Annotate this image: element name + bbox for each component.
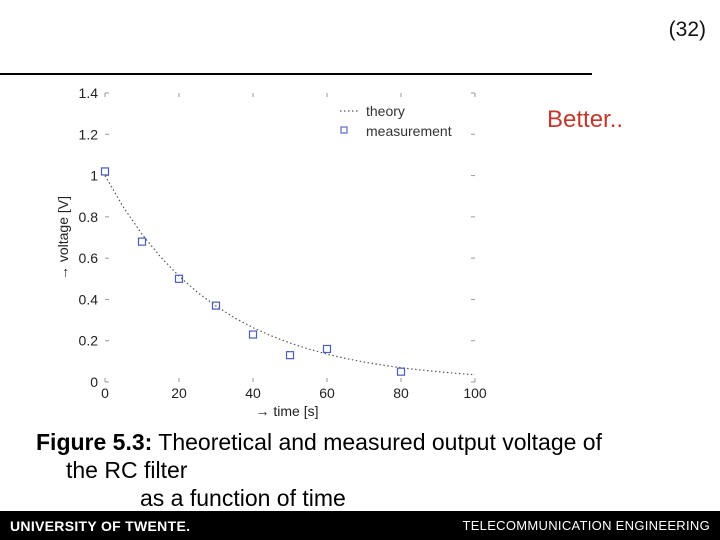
measurement-point: [396, 367, 406, 376]
caption-line-2: the RC filter: [66, 457, 188, 483]
x-tick-label: 20: [171, 385, 187, 401]
x-tick-label: 60: [319, 385, 335, 401]
measurement-point: [174, 274, 184, 283]
y-tick-label: 1.4: [79, 85, 99, 101]
caption-line-3: as a function of time: [140, 485, 346, 511]
university-logo-text: UNIVERSITY OF TWENTE.: [10, 518, 191, 534]
caption-line-1: Theoretical and measured output voltage …: [158, 429, 602, 455]
y-axis-label: → voltage [V]: [55, 196, 71, 280]
y-tick-label: 0.8: [79, 209, 99, 225]
x-tick-label: 100: [463, 385, 487, 401]
footer-bar: UNIVERSITY OF TWENTE. TELECOMMUNICATION …: [0, 511, 720, 540]
y-tick-label: 0.4: [79, 291, 99, 307]
y-tick-label: 1: [90, 168, 98, 184]
annotation-better: Better..: [547, 106, 624, 133]
legend-measurement-label: measurement: [366, 123, 452, 139]
x-tick-label: 0: [101, 385, 109, 401]
y-tick-label: 0.2: [79, 333, 99, 349]
department-name: TELECOMMUNICATION ENGINEERING: [462, 518, 710, 533]
measurement-point: [211, 301, 221, 310]
x-tick-label: 80: [393, 385, 409, 401]
measurement-point: [322, 344, 332, 354]
x-axis-label: → time [s]: [255, 403, 318, 419]
page-number: (32): [668, 18, 706, 41]
figure-label: Figure 5.3:: [36, 429, 153, 455]
measurement-point: [100, 167, 110, 176]
measurement-point: [137, 237, 147, 246]
chart-legend: theory measurement: [340, 103, 452, 139]
legend-theory-label: theory: [366, 103, 405, 119]
legend-measurement-swatch: [340, 126, 348, 134]
y-tick-label: 0.6: [79, 250, 99, 266]
x-tick-label: 40: [245, 385, 261, 401]
measurement-series: [100, 167, 406, 376]
y-tick-label: 1.2: [79, 126, 99, 142]
theory-curve: [104, 175, 476, 376]
title-divider: [0, 73, 592, 75]
chart-axes: 0 20 40 60 80 100 0 0.2 0.4 0.6 0.8 1 1.2 1.4: [79, 85, 487, 401]
y-tick-label: 0: [90, 374, 98, 390]
measurement-point: [285, 351, 295, 360]
theory-series: [104, 175, 476, 376]
measurement-point: [248, 330, 258, 339]
figure-caption: Figure 5.3: Theoretical and measured out…: [36, 428, 708, 512]
